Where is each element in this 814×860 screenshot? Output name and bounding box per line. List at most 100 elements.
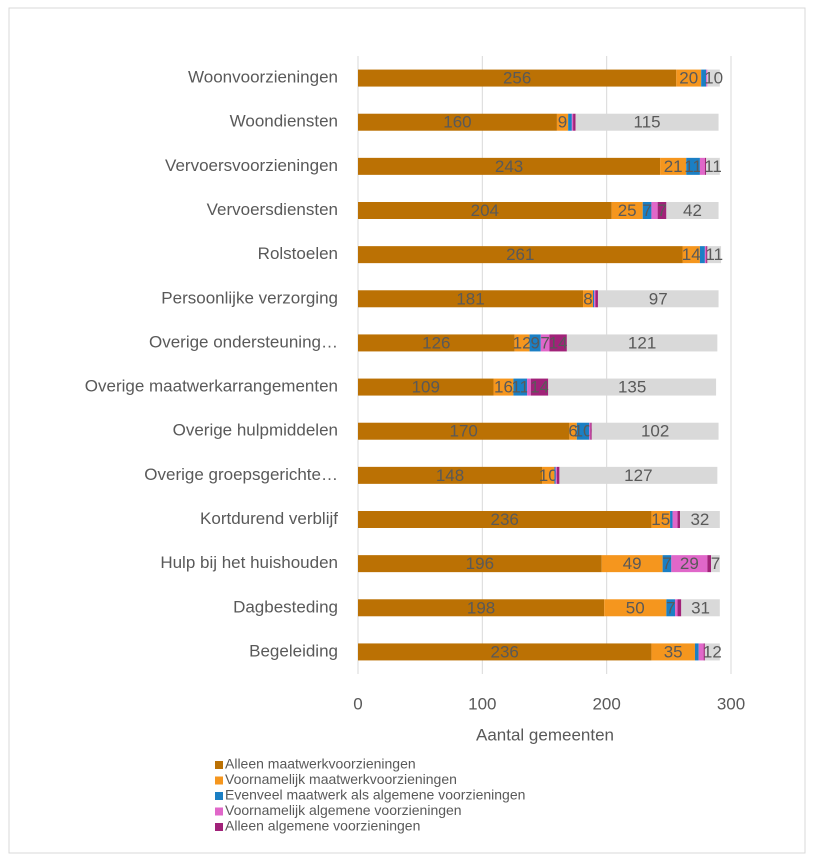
bar-segment bbox=[706, 246, 708, 264]
bar-segment bbox=[666, 202, 719, 219]
data-label: 7 bbox=[642, 201, 651, 220]
y-tick-label: Kortdurend verblijf bbox=[200, 509, 338, 528]
data-label: 7 bbox=[666, 598, 675, 617]
bar-segment bbox=[592, 290, 595, 308]
bar-segment bbox=[611, 202, 643, 219]
data-label: 25 bbox=[618, 201, 637, 220]
x-tick-label: 100 bbox=[468, 694, 496, 713]
bar-segment bbox=[707, 246, 722, 264]
y-tick-label: Woonvoorzieningen bbox=[188, 68, 338, 87]
data-label: 10 bbox=[539, 466, 558, 485]
bar-segment bbox=[699, 246, 705, 264]
y-tick-label: Vervoersdiensten bbox=[207, 200, 338, 219]
legend-swatch bbox=[215, 776, 223, 785]
x-axis-label: Aantal gemeenten bbox=[476, 725, 614, 744]
data-label: 14 bbox=[682, 245, 701, 264]
data-label: 196 bbox=[466, 554, 494, 573]
bar-segment bbox=[554, 466, 556, 484]
bar-segment bbox=[576, 422, 590, 440]
data-label: 198 bbox=[467, 598, 495, 617]
legend-label: Evenveel maatwerk als algemene voorzieni… bbox=[225, 787, 525, 803]
data-label: 11 bbox=[705, 245, 723, 264]
data-label: 14 bbox=[549, 333, 568, 352]
bar-segment bbox=[681, 599, 720, 617]
bar-segment bbox=[699, 157, 705, 175]
data-label: 127 bbox=[624, 466, 652, 485]
x-tick-label: 200 bbox=[592, 694, 620, 713]
data-label: 11 bbox=[704, 157, 722, 176]
bar-segment bbox=[358, 599, 605, 617]
data-label: 7 bbox=[711, 554, 720, 573]
bar-segment bbox=[704, 643, 720, 661]
y-tick-label: Persoonlijke verzorging bbox=[161, 288, 338, 307]
bar-segment bbox=[657, 202, 667, 219]
data-label: 121 bbox=[628, 333, 656, 352]
data-label: 109 bbox=[412, 378, 440, 397]
bar-segment bbox=[680, 511, 720, 528]
bar-segment bbox=[571, 113, 574, 131]
data-label: 50 bbox=[626, 598, 645, 617]
bar-segment bbox=[358, 511, 652, 528]
data-label: 7 bbox=[540, 333, 549, 352]
bar-segment bbox=[358, 157, 661, 175]
bar-segment bbox=[358, 555, 602, 573]
data-label: 12 bbox=[513, 333, 532, 352]
data-label: 8 bbox=[583, 289, 592, 308]
bar-segment bbox=[573, 113, 576, 131]
bar-segment bbox=[358, 378, 494, 396]
bar-segment bbox=[358, 422, 570, 440]
data-label: 16 bbox=[494, 378, 513, 397]
bar-segment bbox=[559, 466, 718, 484]
legend-swatch bbox=[215, 823, 223, 831]
bar-segment bbox=[513, 378, 528, 396]
bar-segment bbox=[672, 511, 678, 528]
legend-swatch bbox=[215, 807, 223, 816]
bar-segment bbox=[548, 378, 717, 396]
bar-segment bbox=[651, 511, 671, 528]
data-label: 160 bbox=[443, 113, 471, 132]
y-tick-label: Rolstoelen bbox=[258, 244, 338, 263]
bar-segment bbox=[556, 113, 569, 131]
data-label: 256 bbox=[503, 69, 531, 88]
data-label: 49 bbox=[623, 554, 642, 573]
data-label: 10 bbox=[574, 422, 593, 441]
bar-segment bbox=[597, 290, 719, 308]
data-label: 126 bbox=[422, 333, 450, 352]
y-tick-label: Vervoersvoorzieningen bbox=[165, 156, 338, 175]
data-label: 135 bbox=[618, 378, 646, 397]
bar-segment bbox=[569, 422, 577, 440]
data-label: 261 bbox=[506, 245, 534, 264]
bar-segment bbox=[529, 334, 541, 352]
data-label: 29 bbox=[680, 554, 699, 573]
data-label: 14 bbox=[530, 378, 549, 397]
bar-segment bbox=[493, 378, 514, 396]
bar-segment bbox=[601, 555, 663, 573]
bar-segment bbox=[675, 599, 678, 617]
bar-segment bbox=[358, 246, 683, 264]
bar-segment bbox=[704, 157, 707, 175]
bar-segment bbox=[589, 422, 591, 440]
bar-segment bbox=[701, 69, 707, 87]
bar-segment bbox=[594, 290, 596, 308]
data-label: 31 bbox=[691, 598, 710, 617]
bar-segment bbox=[590, 422, 592, 440]
bar-segment bbox=[358, 202, 612, 219]
bar-segment bbox=[711, 555, 720, 573]
bar-segment bbox=[666, 599, 676, 617]
bar-segment bbox=[682, 246, 700, 264]
data-label: 97 bbox=[649, 289, 668, 308]
bar-segment bbox=[670, 511, 673, 528]
bar-segment bbox=[651, 202, 658, 219]
x-tick-label: 0 bbox=[353, 694, 362, 713]
legend-label: Alleen algemene voorzieningen bbox=[225, 818, 420, 834]
y-tick-label: Overige hulpmiddelen bbox=[173, 421, 338, 440]
bar-segment bbox=[540, 334, 550, 352]
bar-segment bbox=[527, 378, 531, 396]
bar-segment bbox=[358, 113, 557, 131]
legend-label: Alleen maatwerkvoorzieningen bbox=[225, 756, 416, 772]
data-label: 181 bbox=[456, 289, 484, 308]
y-tick-label: Overige ondersteuning… bbox=[149, 332, 338, 351]
data-label: 204 bbox=[471, 201, 499, 220]
bar-segment bbox=[677, 599, 682, 617]
